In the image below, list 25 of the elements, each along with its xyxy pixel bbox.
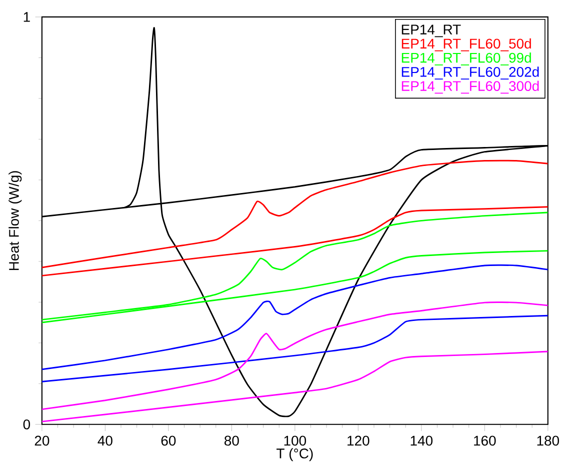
text: EP14_RT <box>402 24 461 38</box>
line-series <box>42 302 548 410</box>
x-tick-label: 40 <box>98 436 112 446</box>
text: EP14_RT_FL60_202d <box>402 66 539 80</box>
x-tick-label: 60 <box>161 436 176 446</box>
line-series <box>42 206 548 277</box>
line-series <box>42 264 548 370</box>
x-axis-title: T (°C) <box>276 448 313 462</box>
x-tick-label: 100 <box>284 436 306 446</box>
x-tick-label: 20 <box>34 436 50 446</box>
y-axis-title: Heat Flow (W/g) <box>8 171 22 270</box>
x-tick-label: 80 <box>224 436 239 446</box>
y-tick-label: 0 <box>23 420 30 430</box>
text: EP14_RT_FL60_50d <box>402 38 531 52</box>
y-tick-label: 1 <box>24 12 30 22</box>
line-series <box>42 315 548 383</box>
x-tick-label: 160 <box>474 436 496 446</box>
line-series <box>42 160 548 268</box>
x-tick-label: 120 <box>348 436 370 446</box>
text: EP14_RT_FL60_99d <box>402 52 531 66</box>
x-tick-label: 180 <box>537 436 560 446</box>
line-series <box>42 350 548 422</box>
x-tick-label: 140 <box>410 436 433 446</box>
text: EP14_RT_FL60_300d <box>402 80 539 94</box>
line-series <box>42 212 548 321</box>
